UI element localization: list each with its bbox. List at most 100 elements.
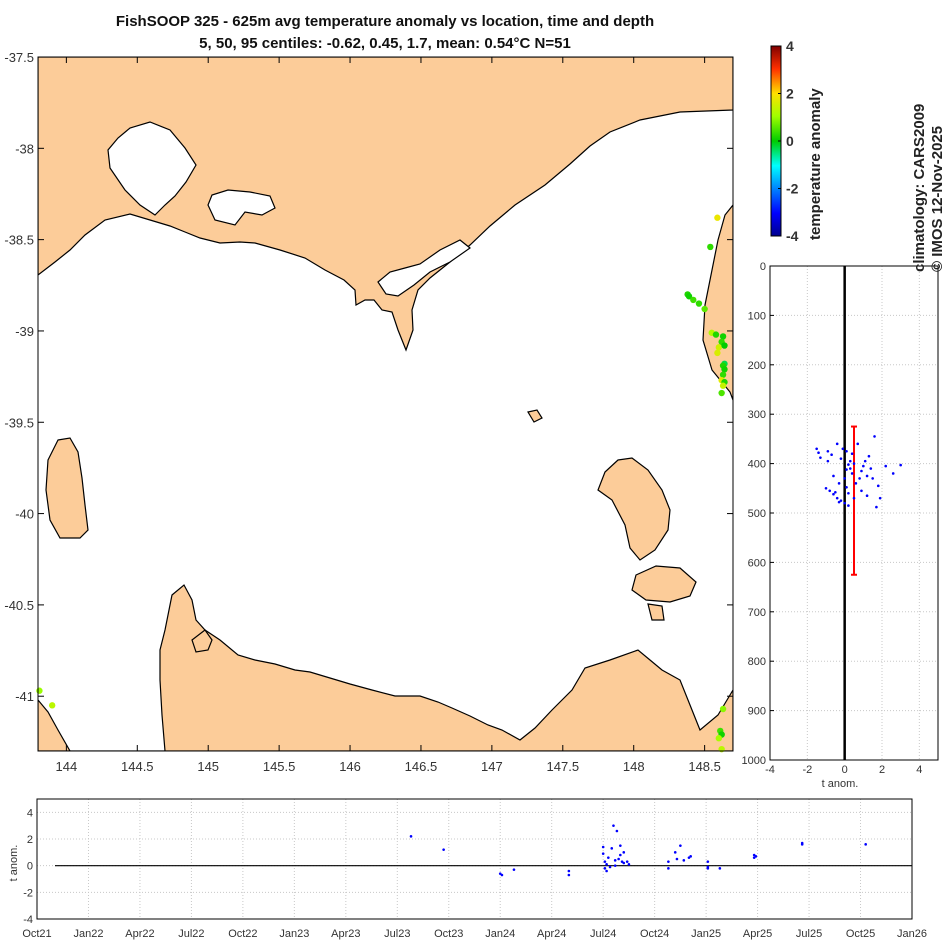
- bay-port-phillip: [107, 121, 197, 216]
- colorbar-label: temperature anomaly: [807, 88, 824, 240]
- time-x-tick-label: Jan25: [691, 928, 721, 940]
- time-point: [667, 867, 670, 870]
- time-point: [610, 847, 614, 850]
- depth-y-tick-label: 900: [748, 706, 766, 718]
- depth-point: [847, 491, 850, 495]
- time-x-tick-label: Oct25: [846, 928, 875, 940]
- map-point: [721, 342, 728, 349]
- depth-y-tick-label: 200: [748, 360, 766, 372]
- depth-y-tick-label: 700: [748, 607, 766, 619]
- depth-point: [899, 463, 902, 467]
- map-point: [714, 214, 721, 221]
- map-x-tick-label: 147: [481, 759, 503, 774]
- depth-x-tick-label: 2: [879, 764, 885, 776]
- time-point: [675, 857, 679, 861]
- map-points: [36, 214, 728, 753]
- depth-point: [832, 492, 835, 496]
- time-point: [800, 841, 804, 845]
- bay-inlet-east: [377, 239, 472, 297]
- time-plot-frame: [36, 798, 913, 920]
- time-point: [500, 873, 504, 877]
- time-series-chart: Oct21 Jan22 Apr22 Jul22 Oct22 Jan23 Apr23 Jul23…: [8, 798, 927, 940]
- time-x-tick-label: Jan23: [279, 928, 309, 940]
- depth-point: [834, 490, 837, 494]
- depth-point: [871, 477, 874, 480]
- time-point: [667, 860, 670, 863]
- time-y-tick-label: -2: [23, 887, 33, 899]
- map-y-tick-label: -38: [15, 141, 34, 156]
- time-point: [689, 855, 692, 858]
- depth-point: [852, 462, 856, 465]
- land-three-hummock-island: [191, 629, 213, 653]
- time-point: [601, 852, 605, 855]
- time-point: [605, 863, 608, 866]
- map-x-tick-label: 148.5: [688, 759, 721, 774]
- depth-point: [856, 442, 860, 446]
- depth-point: [824, 487, 828, 490]
- map-point: [715, 344, 723, 351]
- time-x-tick-label: Jul23: [384, 928, 410, 940]
- depth-point: [878, 496, 882, 500]
- map-point: [715, 735, 723, 742]
- time-x-tick-label: Oct24: [640, 928, 669, 940]
- map-x-tick-label: 144.5: [121, 759, 154, 774]
- depth-point: [873, 435, 876, 438]
- depth-point: [847, 504, 850, 507]
- depth-y-tick-label: 1000: [742, 755, 766, 767]
- depth-point: [845, 468, 848, 471]
- time-point: [512, 868, 516, 871]
- time-x-tick-label: Jul24: [590, 928, 616, 940]
- time-point: [718, 867, 722, 870]
- depth-point: [845, 449, 848, 453]
- depth-y-tick-label: 600: [748, 557, 766, 569]
- depth-x-tick-label: 0: [842, 764, 848, 776]
- map-x-tick-label: 145: [197, 759, 219, 774]
- time-x-tick-label: Jan24: [485, 928, 515, 940]
- depth-point: [815, 447, 818, 451]
- land-flinders-island: [597, 457, 671, 561]
- time-point: [615, 829, 619, 833]
- time-x-tick-label: Oct21: [22, 928, 51, 940]
- map-x-tick-label: 145.5: [263, 759, 296, 774]
- time-point: [612, 824, 615, 827]
- land-island-east-coast: [702, 204, 733, 401]
- depth-x-tick-label: -2: [802, 764, 812, 776]
- depth-point: [830, 453, 833, 457]
- time-point: [625, 860, 629, 863]
- land-cape-barren-island: [631, 565, 697, 603]
- time-y-tick-label: 2: [27, 834, 33, 846]
- map-point: [36, 687, 43, 694]
- land-kent-group-island: [527, 409, 543, 423]
- time-plot-area: [37, 799, 912, 919]
- depth-point: [863, 459, 867, 463]
- time-point: [619, 844, 622, 847]
- depth-point: [817, 451, 820, 455]
- time-x-tick-label: Jul25: [796, 928, 822, 940]
- colorbar-tick-label: -4: [786, 228, 799, 244]
- depth-point: [819, 456, 822, 459]
- map-y-tick-label: -38.5: [4, 233, 34, 248]
- time-point: [622, 861, 626, 865]
- depth-x-axis-label: t anom.: [822, 778, 859, 790]
- depth-point: [848, 467, 852, 470]
- depth-point: [850, 472, 854, 475]
- map-y-tick-label: -40.5: [4, 598, 34, 613]
- depth-point: [860, 489, 863, 493]
- colorbar-tick-label: -2: [786, 181, 799, 197]
- depth-point: [852, 496, 856, 500]
- title-line-2: 5, 50, 95 centiles: -0.62, 0.45, 1.7, me…: [199, 35, 571, 52]
- depth-point: [839, 499, 843, 502]
- depth-point: [875, 505, 878, 509]
- credit-line-2: © IMOS 12-Nov-2025: [929, 125, 946, 272]
- depth-y-tick-label: 500: [748, 508, 766, 520]
- map-point: [719, 705, 727, 713]
- map-frame: [37, 56, 734, 752]
- time-x-tick-label: Apr24: [537, 928, 566, 940]
- time-x-tick-label: Apr22: [125, 928, 154, 940]
- time-point: [601, 845, 605, 849]
- landmasses: [38, 57, 733, 751]
- time-point: [605, 869, 608, 873]
- time-point: [864, 843, 867, 846]
- map-y-tick-label: -39: [15, 324, 34, 339]
- time-point: [608, 865, 612, 869]
